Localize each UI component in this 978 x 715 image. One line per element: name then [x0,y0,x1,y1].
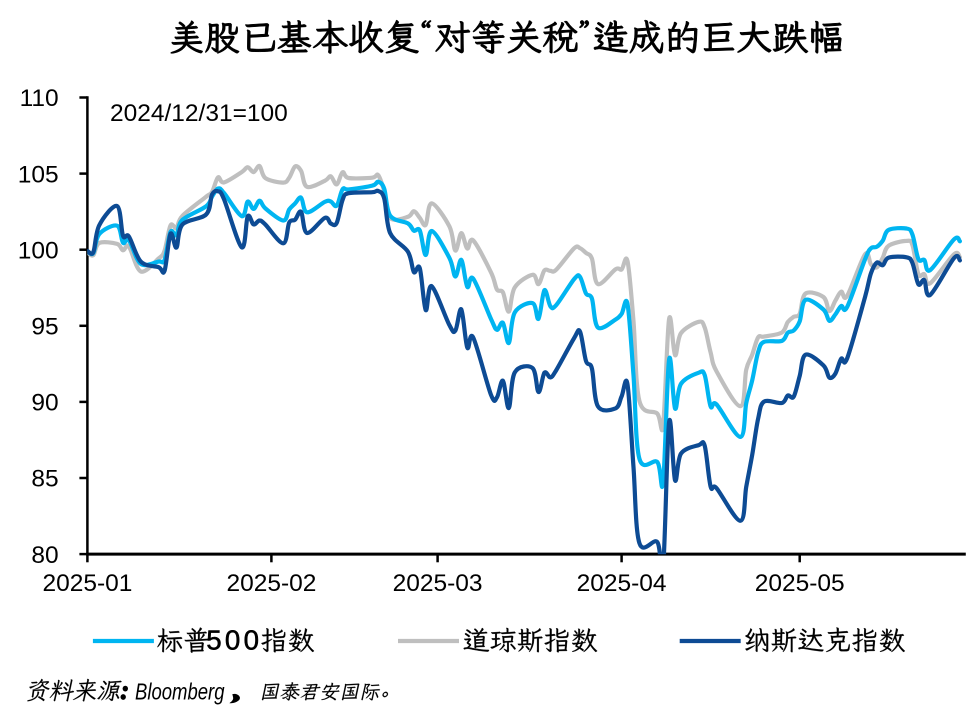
svg-text:2024/12/31=100: 2024/12/31=100 [110,100,288,127]
svg-text:80: 80 [31,542,58,569]
svg-text:Bloomberg: Bloomberg [135,679,225,705]
svg-text:90: 90 [31,390,58,417]
svg-text:2025-02: 2025-02 [226,570,316,597]
svg-text:500: 500 [206,625,262,656]
svg-text:2025-03: 2025-03 [393,570,483,597]
svg-text:2025-01: 2025-01 [42,570,132,597]
svg-text:105: 105 [18,161,59,188]
svg-text:2025-05: 2025-05 [755,570,845,597]
svg-text:100: 100 [18,237,59,264]
svg-text:95: 95 [31,314,58,341]
svg-text:2025-04: 2025-04 [577,570,667,597]
svg-text:110: 110 [20,85,59,112]
svg-text:85: 85 [31,466,58,493]
